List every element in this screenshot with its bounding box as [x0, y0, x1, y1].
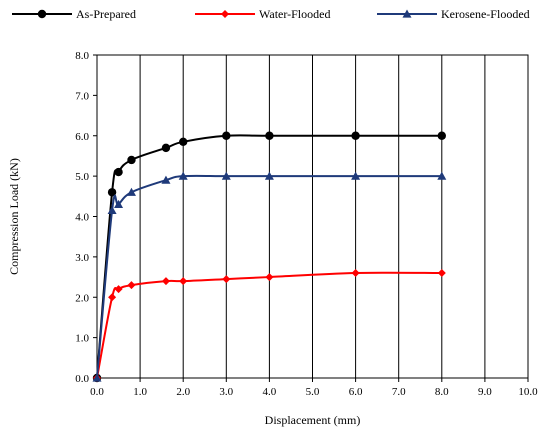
- x-tick-label: 1.0: [133, 386, 147, 398]
- data-point: [108, 293, 116, 301]
- data-point: [222, 275, 230, 283]
- x-tick-label: 2.0: [176, 386, 190, 398]
- y-tick-label: 8.0: [75, 50, 89, 62]
- y-axis-title: Compression Load (kN): [7, 158, 21, 275]
- y-tick-label: 7.0: [75, 90, 89, 102]
- data-point: [162, 277, 170, 285]
- x-tick-label: 0.0: [90, 386, 104, 398]
- y-tick-label: 5.0: [75, 171, 89, 183]
- data-point: [222, 132, 230, 140]
- data-point: [179, 277, 187, 285]
- data-point: [265, 273, 273, 281]
- y-tick-label: 4.0: [75, 212, 89, 224]
- x-tick-label: 3.0: [219, 386, 233, 398]
- x-tick-label: 7.0: [392, 386, 406, 398]
- data-point: [115, 285, 123, 293]
- y-tick-label: 0.0: [75, 373, 89, 385]
- y-tick-label: 1.0: [75, 333, 89, 345]
- legend-label: Kerosene-Flooded: [441, 7, 530, 21]
- legend-marker: [38, 10, 46, 18]
- legend-marker: [221, 10, 229, 18]
- legend-item: Kerosene-Flooded: [377, 7, 530, 21]
- data-point: [179, 138, 187, 146]
- y-tick-label: 2.0: [75, 292, 89, 304]
- axis-ticks: 0.0 1.0 2.0 3.0 4.0 5.0 6.0 7.0 8.0 9.0 10.0 0.0 1.0…: [75, 50, 538, 398]
- x-tick-label: 6.0: [349, 386, 363, 398]
- data-point: [438, 269, 446, 277]
- x-axis-title: Displacement (mm): [265, 413, 361, 427]
- data-point: [265, 132, 273, 140]
- legend-item: Water-Flooded: [195, 7, 330, 21]
- data-point: [352, 269, 360, 277]
- x-tick-label: 10.0: [518, 386, 538, 398]
- x-tick-label: 8.0: [435, 386, 449, 398]
- data-point: [351, 132, 359, 140]
- legend-label: Water-Flooded: [259, 7, 330, 21]
- data-point: [127, 156, 135, 164]
- x-tick-label: 9.0: [478, 386, 492, 398]
- y-tick-label: 6.0: [75, 131, 89, 143]
- data-point: [127, 281, 135, 289]
- data-point: [162, 144, 170, 152]
- legend: As-Prepared Water-Flooded Kerosene-Flooded: [12, 7, 530, 21]
- legend-item: As-Prepared: [12, 7, 136, 21]
- y-tick-label: 3.0: [75, 252, 89, 264]
- legend-label: As-Prepared: [76, 7, 136, 21]
- data-point: [438, 132, 446, 140]
- grid: [140, 55, 485, 378]
- data-point: [114, 168, 122, 176]
- x-tick-label: 4.0: [263, 386, 277, 398]
- x-tick-label: 5.0: [306, 386, 320, 398]
